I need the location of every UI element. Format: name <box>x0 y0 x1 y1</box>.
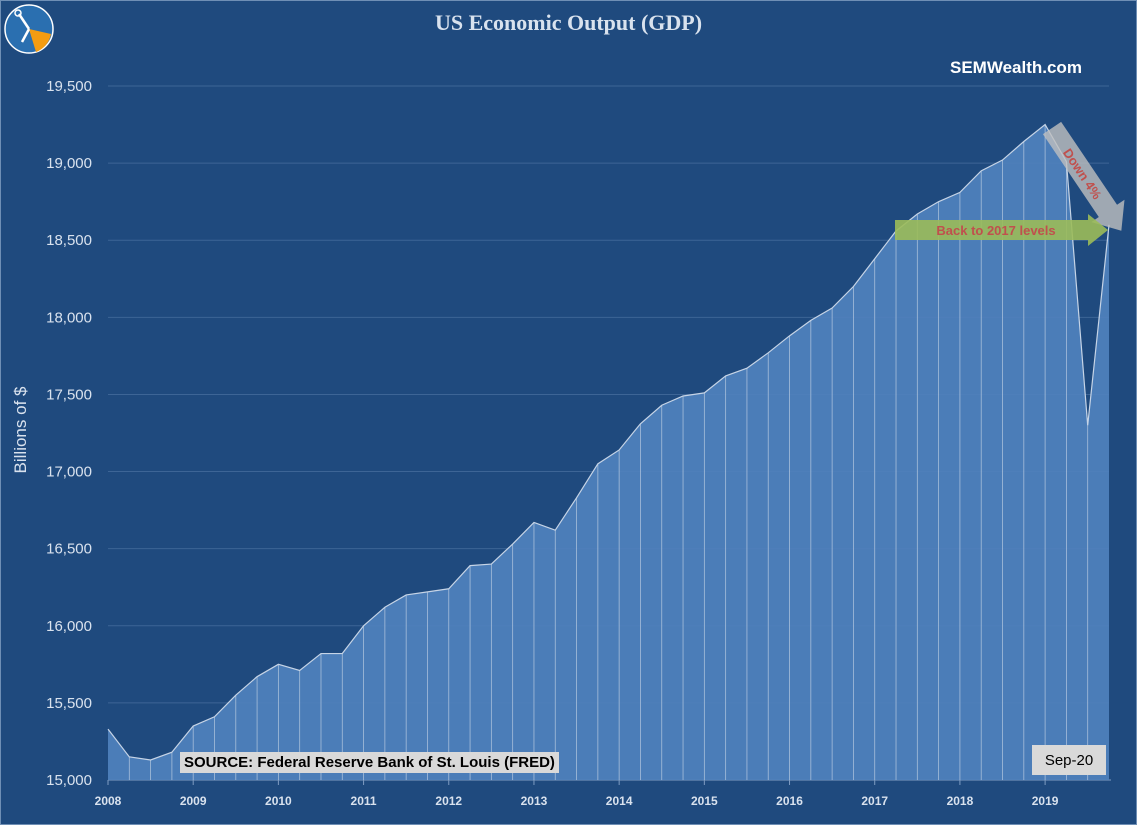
y-axis-ticks: 15,000 15,500 16,000 16,500 17,000 17,500 18,0… <box>46 78 92 789</box>
x-tick-label: 2016 <box>776 794 803 808</box>
x-tick-label: 2019 <box>1032 794 1059 808</box>
source-label: SOURCE: Federal Reserve Bank of St. Loui… <box>180 752 559 773</box>
x-tick-label: 2011 <box>351 794 377 808</box>
x-tick-label: 2015 <box>691 794 718 808</box>
y-tick-label: 17,500 <box>46 386 92 403</box>
y-tick-label: 17,000 <box>46 464 92 481</box>
back-arrow-label: Back to 2017 levels <box>936 223 1055 238</box>
gdp-area <box>108 124 1109 781</box>
x-tick-label: 2012 <box>435 794 462 808</box>
x-tick-label: 2014 <box>606 794 633 808</box>
y-tick-label: 16,000 <box>46 618 92 635</box>
y-axis-label: Billions of $ <box>11 386 30 474</box>
x-tick-label: 2017 <box>861 794 888 808</box>
x-tick-label: 2010 <box>265 794 292 808</box>
x-tick-label: 2008 <box>95 794 122 808</box>
x-axis-ticks: 2008 2009 2010 2011 2012 2013 2014 2015 2016 2017… <box>95 780 1059 808</box>
y-tick-label: 18,000 <box>46 309 92 326</box>
y-tick-label: 16,500 <box>46 541 92 558</box>
compass-logo-icon <box>4 4 54 59</box>
y-tick-label: 19,000 <box>46 155 92 172</box>
down-arrow-shape <box>1042 121 1125 231</box>
y-tick-label: 15,000 <box>46 772 92 789</box>
x-tick-label: 2013 <box>521 794 548 808</box>
y-tick-label: 18,500 <box>46 232 92 249</box>
x-tick-label: 2018 <box>947 794 974 808</box>
back-arrow-shape <box>895 214 1108 246</box>
chart-title: US Economic Output (GDP) <box>434 10 703 35</box>
gdp-line <box>107 123 1110 761</box>
site-watermark: SEMWealth.com <box>950 58 1082 77</box>
y-tick-label: 19,500 <box>46 78 92 95</box>
x-tick-label: 2009 <box>180 794 207 808</box>
period-label: Sep-20 <box>1032 745 1106 775</box>
y-tick-label: 15,500 <box>46 695 92 712</box>
